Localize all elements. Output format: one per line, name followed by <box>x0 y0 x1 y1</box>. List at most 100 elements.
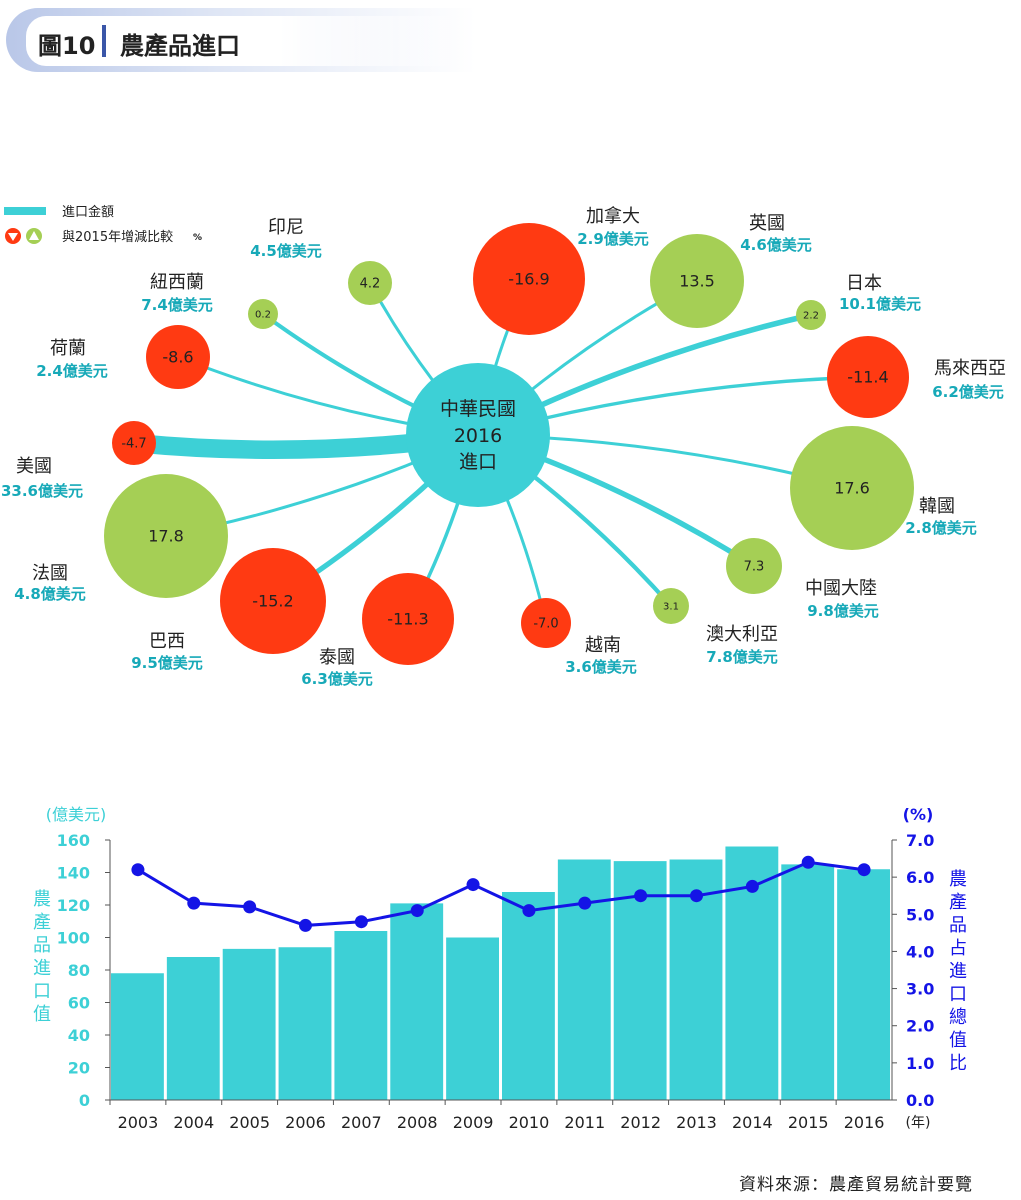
left-axis-label: 農產品進口值 <box>33 889 51 1025</box>
country-name-label: 紐西蘭 <box>150 272 204 293</box>
chart-legend: 進口金額 與2015年增減比較 % <box>4 204 202 245</box>
x-tick-label: 2013 <box>676 1113 717 1132</box>
share-point-2013 <box>690 889 703 903</box>
bar-line-chart: 0 20 40 60 80 100 120 140 160 0.0 1.0 2.0 3.0 4.0 5.0 6… <box>33 805 967 1132</box>
bar-2003 <box>111 973 164 1100</box>
bubble-change-label: -11.4 <box>847 368 888 387</box>
center-circle <box>406 363 550 507</box>
bar-2009 <box>446 937 499 1100</box>
legend-amount-label: 進口金額 <box>62 204 114 220</box>
x-tick-label: 2016 <box>844 1113 885 1132</box>
right-tick-label: 6.0 <box>906 868 934 887</box>
header-divider <box>102 25 106 57</box>
country-amount-label: 10.1億美元 <box>839 295 921 313</box>
x-tick-label: 2003 <box>118 1113 159 1132</box>
x-tick-label: 2015 <box>788 1113 829 1132</box>
bar-2007 <box>334 931 388 1100</box>
x-tick-label: 2007 <box>341 1113 382 1132</box>
right-tick-label: 4.0 <box>906 942 934 961</box>
country-amount-label: 6.3億美元 <box>301 670 373 688</box>
country-name-label: 法國 <box>32 563 68 584</box>
line-series <box>131 855 871 932</box>
bar-2008 <box>390 903 444 1100</box>
country-amount-label: 4.8億美元 <box>14 585 86 603</box>
share-point-2006 <box>299 918 312 932</box>
bubble-chart: 進口金額 與2015年增減比較 % 4.2 -16.9 13.5 2.2 -11.4 17… <box>1 204 1006 688</box>
left-tick-label: 100 <box>57 929 90 948</box>
share-point-2005 <box>243 900 257 914</box>
country-amount-label: 9.8億美元 <box>807 602 879 620</box>
bubble-6 <box>790 426 914 550</box>
country-name-label: 馬來西亞 <box>934 358 1006 379</box>
country-amount-label: 2.9億美元 <box>577 230 649 248</box>
legend-increase-icon <box>26 228 42 244</box>
share-point-2009 <box>466 878 480 892</box>
left-axis-unit: (億美元) <box>46 805 107 824</box>
figure-header: 圖10 農產品進口 <box>0 0 520 78</box>
bubble-change-label: 2.2 <box>803 311 819 322</box>
left-tick-label: 40 <box>68 1026 90 1045</box>
x-tick-label: 2005 <box>229 1113 270 1132</box>
bubble-2 <box>473 223 585 335</box>
bubble-10 <box>362 573 454 665</box>
country-name-label: 澳大利亞 <box>706 624 778 645</box>
bubble-change-label: 4.2 <box>360 277 381 292</box>
country-name-label: 荷蘭 <box>50 338 86 359</box>
country-amount-label: 7.4億美元 <box>141 296 213 314</box>
bubble-12 <box>104 474 228 598</box>
legend-amount-swatch <box>4 207 46 215</box>
figure-title: 農產品進口 <box>120 32 240 60</box>
legend-change-unit: % <box>193 233 202 243</box>
bars <box>111 846 890 1100</box>
bubble-11 <box>220 548 326 654</box>
bar-2006 <box>278 947 332 1100</box>
country-name-label: 英國 <box>749 213 785 234</box>
right-tick-label: 5.0 <box>906 905 934 924</box>
country-name-label: 加拿大 <box>586 205 640 227</box>
x-tick-label: 2004 <box>173 1113 214 1132</box>
country-amount-label: 2.8億美元 <box>905 519 977 537</box>
bar-2004 <box>166 957 220 1100</box>
right-tick-label: 1.0 <box>906 1054 934 1073</box>
bubble-change-label: 13.5 <box>679 272 715 291</box>
share-point-2003 <box>131 863 145 877</box>
x-tick-label: 2011 <box>564 1113 605 1132</box>
bubble-3 <box>650 234 744 328</box>
country-name-label: 韓國 <box>919 496 955 517</box>
share-point-2012 <box>634 889 648 903</box>
bar-2005 <box>222 948 276 1100</box>
bubble-9 <box>521 598 571 648</box>
bubble-change-label: -11.3 <box>387 610 428 629</box>
country-amount-label: 4.6億美元 <box>740 236 812 254</box>
bar-2016 <box>837 869 890 1100</box>
country-name-label: 泰國 <box>319 647 355 668</box>
right-tick-label: 0.0 <box>906 1091 934 1110</box>
share-point-2011 <box>578 896 592 910</box>
right-tick-label: 7.0 <box>906 831 934 850</box>
country-amount-label: 3.6億美元 <box>565 658 637 676</box>
center-line2: 2016 <box>454 425 502 447</box>
bubble-change-label: -15.2 <box>252 592 293 611</box>
country-name-label: 日本 <box>846 273 882 294</box>
bubble-4 <box>796 300 826 330</box>
source-note: 資料來源：農產貿易統計要覽 <box>739 1175 973 1195</box>
center-line3: 進口 <box>459 451 497 473</box>
country-amount-label: 33.6億美元 <box>1 482 83 500</box>
country-name-label: 印尼 <box>268 217 304 238</box>
share-line <box>137 860 865 927</box>
bubble-5 <box>827 336 909 418</box>
bubble-15 <box>248 299 278 329</box>
bar-2015 <box>781 864 835 1100</box>
share-point-2008 <box>410 904 424 918</box>
bubble-7 <box>726 538 782 594</box>
bubbles: 4.2 -16.9 13.5 2.2 -11.4 17.6 7.3 3.1 -7.0 -11.3 -… <box>104 223 914 665</box>
x-tick-label: 2008 <box>397 1113 438 1132</box>
share-point-2016 <box>857 863 871 877</box>
left-tick-label: 80 <box>68 961 90 980</box>
country-name-label: 美國 <box>16 456 52 477</box>
left-tick-label: 60 <box>68 994 90 1013</box>
bubble-change-label: 3.1 <box>663 602 679 613</box>
x-tick-label: 2006 <box>285 1113 326 1132</box>
country-amount-label: 9.5億美元 <box>131 654 203 672</box>
bubble-13 <box>112 421 156 465</box>
